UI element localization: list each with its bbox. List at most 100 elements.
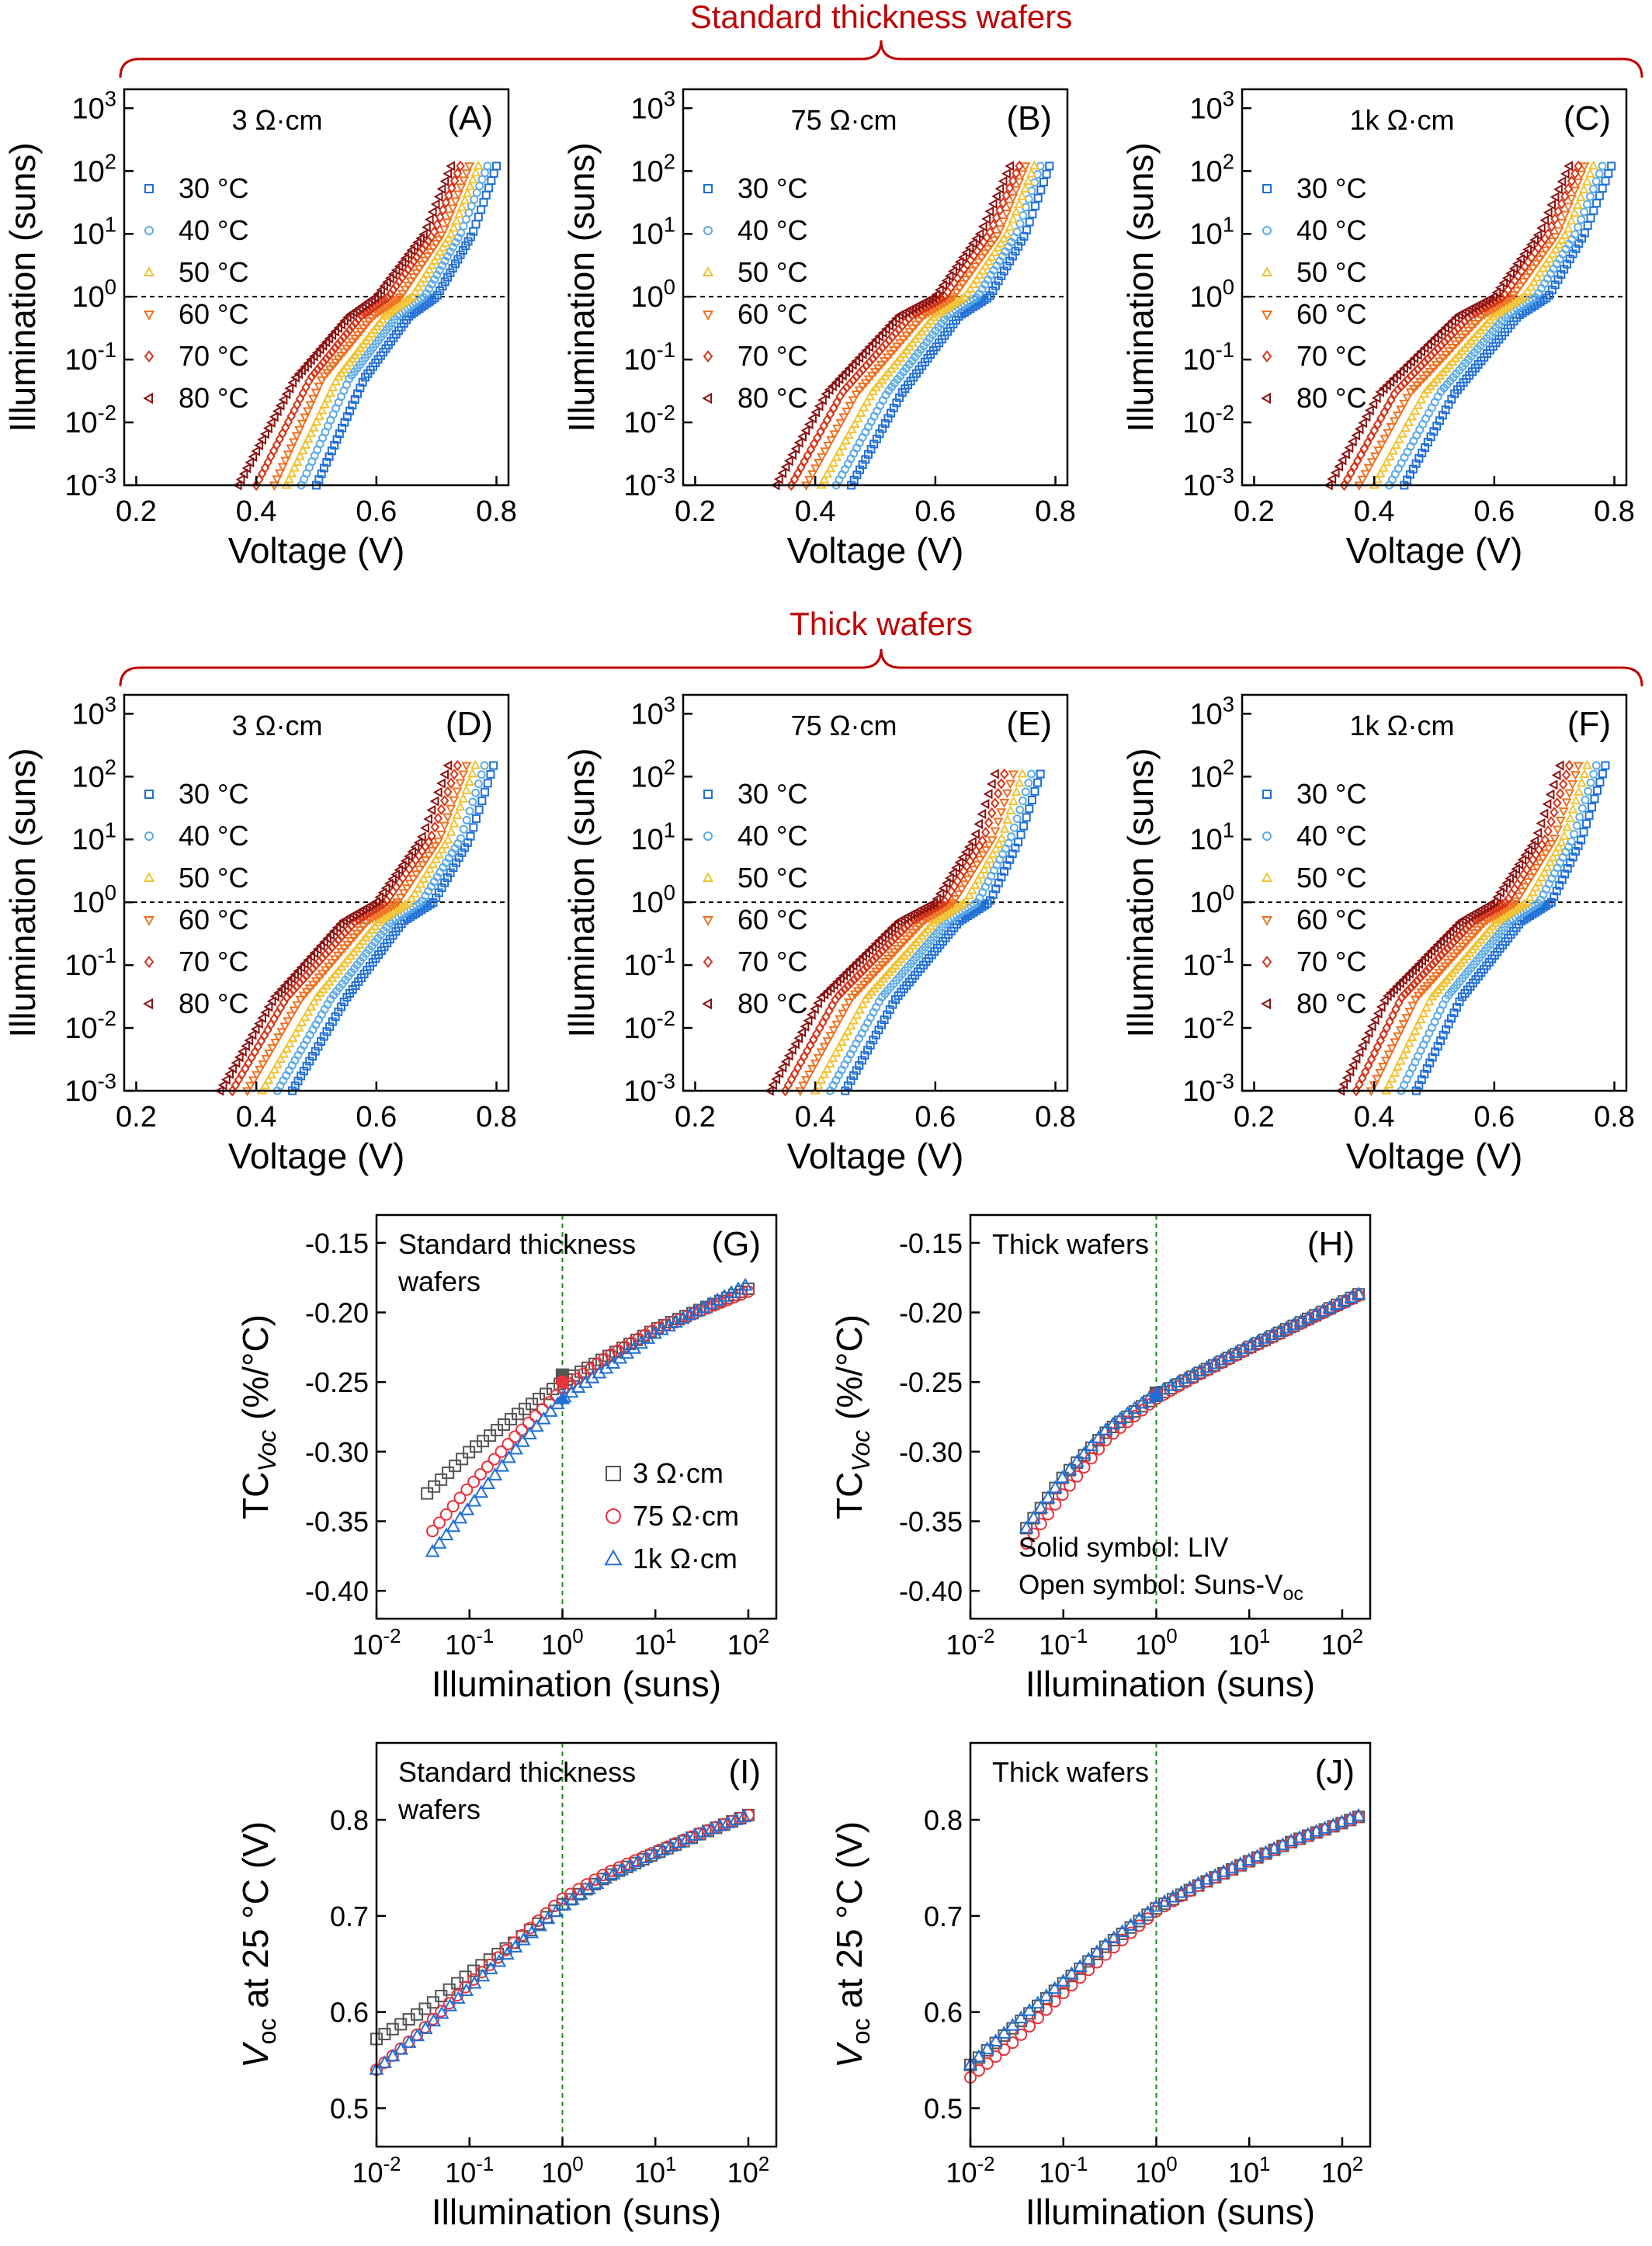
data-point: [522, 1416, 535, 1429]
data-point: [397, 290, 408, 300]
data-point: [451, 215, 462, 225]
data-point: [1517, 887, 1528, 897]
data-point: [235, 474, 245, 485]
data-point: [407, 290, 418, 300]
data-point: [977, 808, 987, 820]
data-point: [960, 895, 972, 904]
series-80-c: [232, 161, 456, 491]
data-point: [948, 293, 959, 303]
data-point: [816, 426, 825, 438]
data-point: [838, 413, 849, 423]
data-point: [1450, 340, 1461, 350]
data-point: [1523, 845, 1533, 856]
data-point: [332, 435, 342, 444]
legend-label: 1k Ω·cm: [633, 1543, 738, 1574]
data-point: [998, 233, 1009, 243]
data-point: [308, 422, 319, 432]
data-point: [311, 416, 322, 426]
data-point: [432, 290, 442, 300]
data-point: [1520, 849, 1530, 860]
data-point: [449, 796, 460, 806]
data-point: [957, 252, 967, 263]
data-point: [1561, 798, 1572, 808]
data-point: [465, 181, 476, 191]
data-point: [251, 1071, 262, 1081]
data-point: [433, 191, 443, 202]
data-point: [338, 423, 347, 432]
legend-label: 50 °C: [1296, 256, 1366, 288]
data-point: [442, 760, 453, 771]
data-point: [932, 894, 942, 904]
data-point: [1449, 1008, 1459, 1018]
data-point: [1107, 1941, 1120, 1954]
data-point: [1487, 311, 1499, 321]
data-point: [415, 878, 426, 888]
data-point: [300, 361, 309, 373]
data-point: [1421, 1002, 1432, 1012]
data-point: [288, 438, 300, 448]
data-point: [1519, 290, 1530, 300]
data-point: [1582, 200, 1591, 209]
data-point: [949, 880, 960, 892]
x-axis-label: Illumination (suns): [432, 1664, 721, 1704]
data-point: [345, 324, 355, 336]
data-point: [462, 188, 473, 197]
data-point: [1040, 1490, 1056, 1504]
data-point: [1470, 319, 1480, 329]
data-point: [280, 456, 291, 467]
data-point: [914, 922, 925, 932]
y-tick-label: 10-1: [64, 338, 116, 377]
data-point: [1115, 1924, 1130, 1937]
data-point: [997, 2026, 1012, 2039]
y-tick-label: -0.40: [899, 1575, 963, 1607]
data-point: [974, 818, 984, 830]
data-point: [458, 770, 469, 780]
data-point: [1055, 1470, 1071, 1484]
panel-label: (D): [446, 705, 493, 743]
data-point: [1448, 923, 1458, 934]
data-point: [1501, 273, 1511, 283]
data-point: [989, 247, 1001, 257]
data-point: [1581, 795, 1590, 804]
data-point: [809, 1003, 819, 1015]
data-point: [266, 995, 276, 1007]
data-point: [1428, 959, 1437, 970]
data-point: [1525, 239, 1536, 250]
data-point: [455, 779, 466, 789]
series-50-c: [257, 759, 481, 1095]
data-point: [1376, 412, 1386, 425]
data-point: [822, 986, 832, 997]
data-point: [412, 237, 422, 248]
data-point: [1392, 1061, 1404, 1071]
data-point: [1529, 234, 1539, 245]
legend-marker: [606, 1508, 621, 1524]
data-point: [1546, 840, 1557, 849]
legend-marker: [702, 916, 714, 926]
data-point: [436, 830, 447, 840]
data-point: [1022, 225, 1032, 234]
data-point: [1569, 186, 1581, 196]
data-point: [1444, 347, 1455, 357]
legend-label: 80 °C: [1296, 382, 1366, 414]
panel-label: (G): [711, 1225, 761, 1263]
data-point: [1376, 1035, 1386, 1047]
data-point: [484, 183, 494, 193]
data-point: [1001, 168, 1011, 179]
data-point: [846, 993, 858, 1003]
data-point: [418, 229, 428, 240]
data-point: [461, 785, 472, 794]
data-point: [291, 432, 302, 442]
data-point: [974, 228, 984, 240]
data-point: [438, 282, 447, 291]
data-point: [992, 242, 1004, 252]
data-point: [1449, 952, 1459, 962]
panel-annotation: 1k Ω·cm: [1350, 104, 1455, 136]
data-point: [1412, 349, 1422, 360]
data-point: [1447, 315, 1456, 327]
data-point: [848, 396, 859, 406]
series-75-cm: [964, 1810, 1366, 2084]
data-point: [1536, 238, 1546, 249]
series-80-c: [764, 769, 999, 1096]
data-point: [433, 235, 444, 245]
data-point: [327, 446, 336, 456]
